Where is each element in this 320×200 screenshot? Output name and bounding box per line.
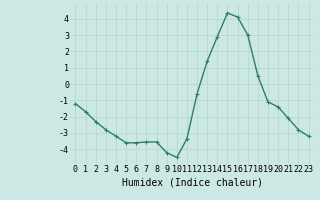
X-axis label: Humidex (Indice chaleur): Humidex (Indice chaleur) [122,177,262,187]
